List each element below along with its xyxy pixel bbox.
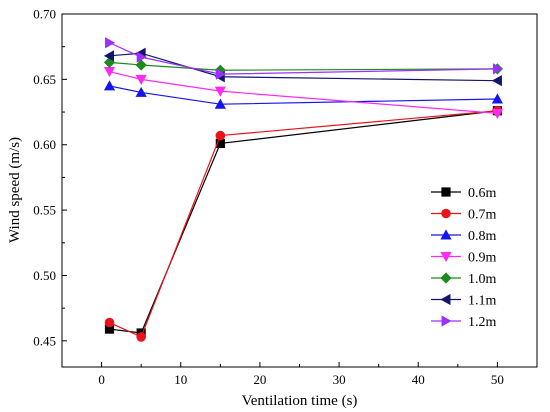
marker-circle [104, 317, 115, 328]
legend-label: 0.6m [468, 186, 497, 201]
marker-circle [136, 332, 146, 342]
series-0.6m [104, 106, 503, 338]
series-line [109, 52, 498, 82]
series-lines [103, 37, 504, 342]
x-tick-label: 10 [174, 372, 187, 387]
series-line [109, 70, 498, 114]
marker-triangle-right [105, 37, 116, 49]
marker-triangle-down [135, 74, 147, 85]
series-line [109, 110, 498, 338]
marker-triangle-up [440, 229, 452, 240]
marker-circle [215, 130, 226, 141]
legend-label: 0.9m [468, 251, 497, 266]
series-line [109, 110, 498, 334]
series-0.8m [103, 80, 504, 109]
x-tick-label: 30 [333, 372, 346, 387]
marker-circle [441, 208, 451, 219]
x-axis-title: Ventilation time (s) [242, 393, 358, 409]
series-0.7m [104, 105, 503, 342]
y-tick-label: 0.50 [33, 268, 56, 283]
y-axis-title: Wind speed (m/s) [7, 137, 23, 243]
marker-square [215, 138, 225, 149]
marker-triangle-down [103, 67, 116, 78]
legend-label: 1.2m [468, 315, 497, 330]
y-tick-label: 0.65 [33, 72, 56, 87]
legend-item: 1.0m [431, 272, 497, 287]
marker-triangle-left [491, 75, 502, 87]
series-line [109, 42, 498, 75]
x-tick-label: 20 [253, 372, 266, 387]
y-tick-label: 0.60 [33, 137, 56, 152]
axis-ticks: 0 10 20 30 40 50 0.45 0.50 0.55 0.60 0.65 0.70 [33, 7, 538, 387]
marker-diamond [103, 56, 116, 68]
marker-triangle-left [440, 293, 451, 306]
legend: 0.6m 0.7m 0.8m 0.9m 1.0m 1.1m 1.2m [431, 186, 497, 330]
marker-triangle-right [215, 68, 226, 80]
marker-triangle-right [441, 315, 452, 327]
legend-label: 0.7m [468, 208, 497, 223]
legend-item: 0.6m [431, 186, 497, 201]
series-1.2m [105, 37, 504, 80]
marker-triangle-up [491, 93, 504, 104]
legend-label: 1.0m [468, 272, 497, 287]
legend-item: 1.1m [431, 294, 497, 309]
x-tick-label: 40 [412, 372, 425, 387]
plot-frame [61, 13, 538, 368]
series-line [109, 61, 498, 71]
marker-triangle-up [135, 86, 147, 97]
y-tick-label: 0.70 [33, 7, 56, 22]
y-tick-label: 0.45 [33, 333, 56, 348]
marker-triangle-down [214, 86, 226, 97]
series-0.9m [103, 67, 504, 119]
marker-square [441, 187, 451, 197]
marker-triangle-down [440, 252, 452, 263]
marker-diamond [440, 272, 452, 284]
y-tick-label: 0.55 [33, 203, 56, 218]
legend-item: 0.8m [431, 229, 497, 244]
marker-triangle-right [492, 63, 504, 75]
legend-item: 0.9m [431, 251, 497, 266]
marker-triangle-right [136, 51, 147, 63]
legend-item: 0.7m [431, 208, 497, 223]
marker-diamond [135, 59, 147, 71]
legend-item: 1.2m [431, 315, 497, 330]
marker-triangle-left [103, 50, 114, 62]
series-line [109, 85, 498, 105]
marker-triangle-down [491, 108, 504, 119]
marker-triangle-up [103, 80, 116, 91]
legend-label: 1.1m [468, 294, 497, 309]
marker-triangle-up [214, 98, 226, 109]
legend-label: 0.8m [468, 229, 497, 244]
marker-square [104, 324, 115, 334]
x-tick-label: 50 [491, 372, 504, 387]
x-tick-label: 0 [98, 372, 105, 387]
